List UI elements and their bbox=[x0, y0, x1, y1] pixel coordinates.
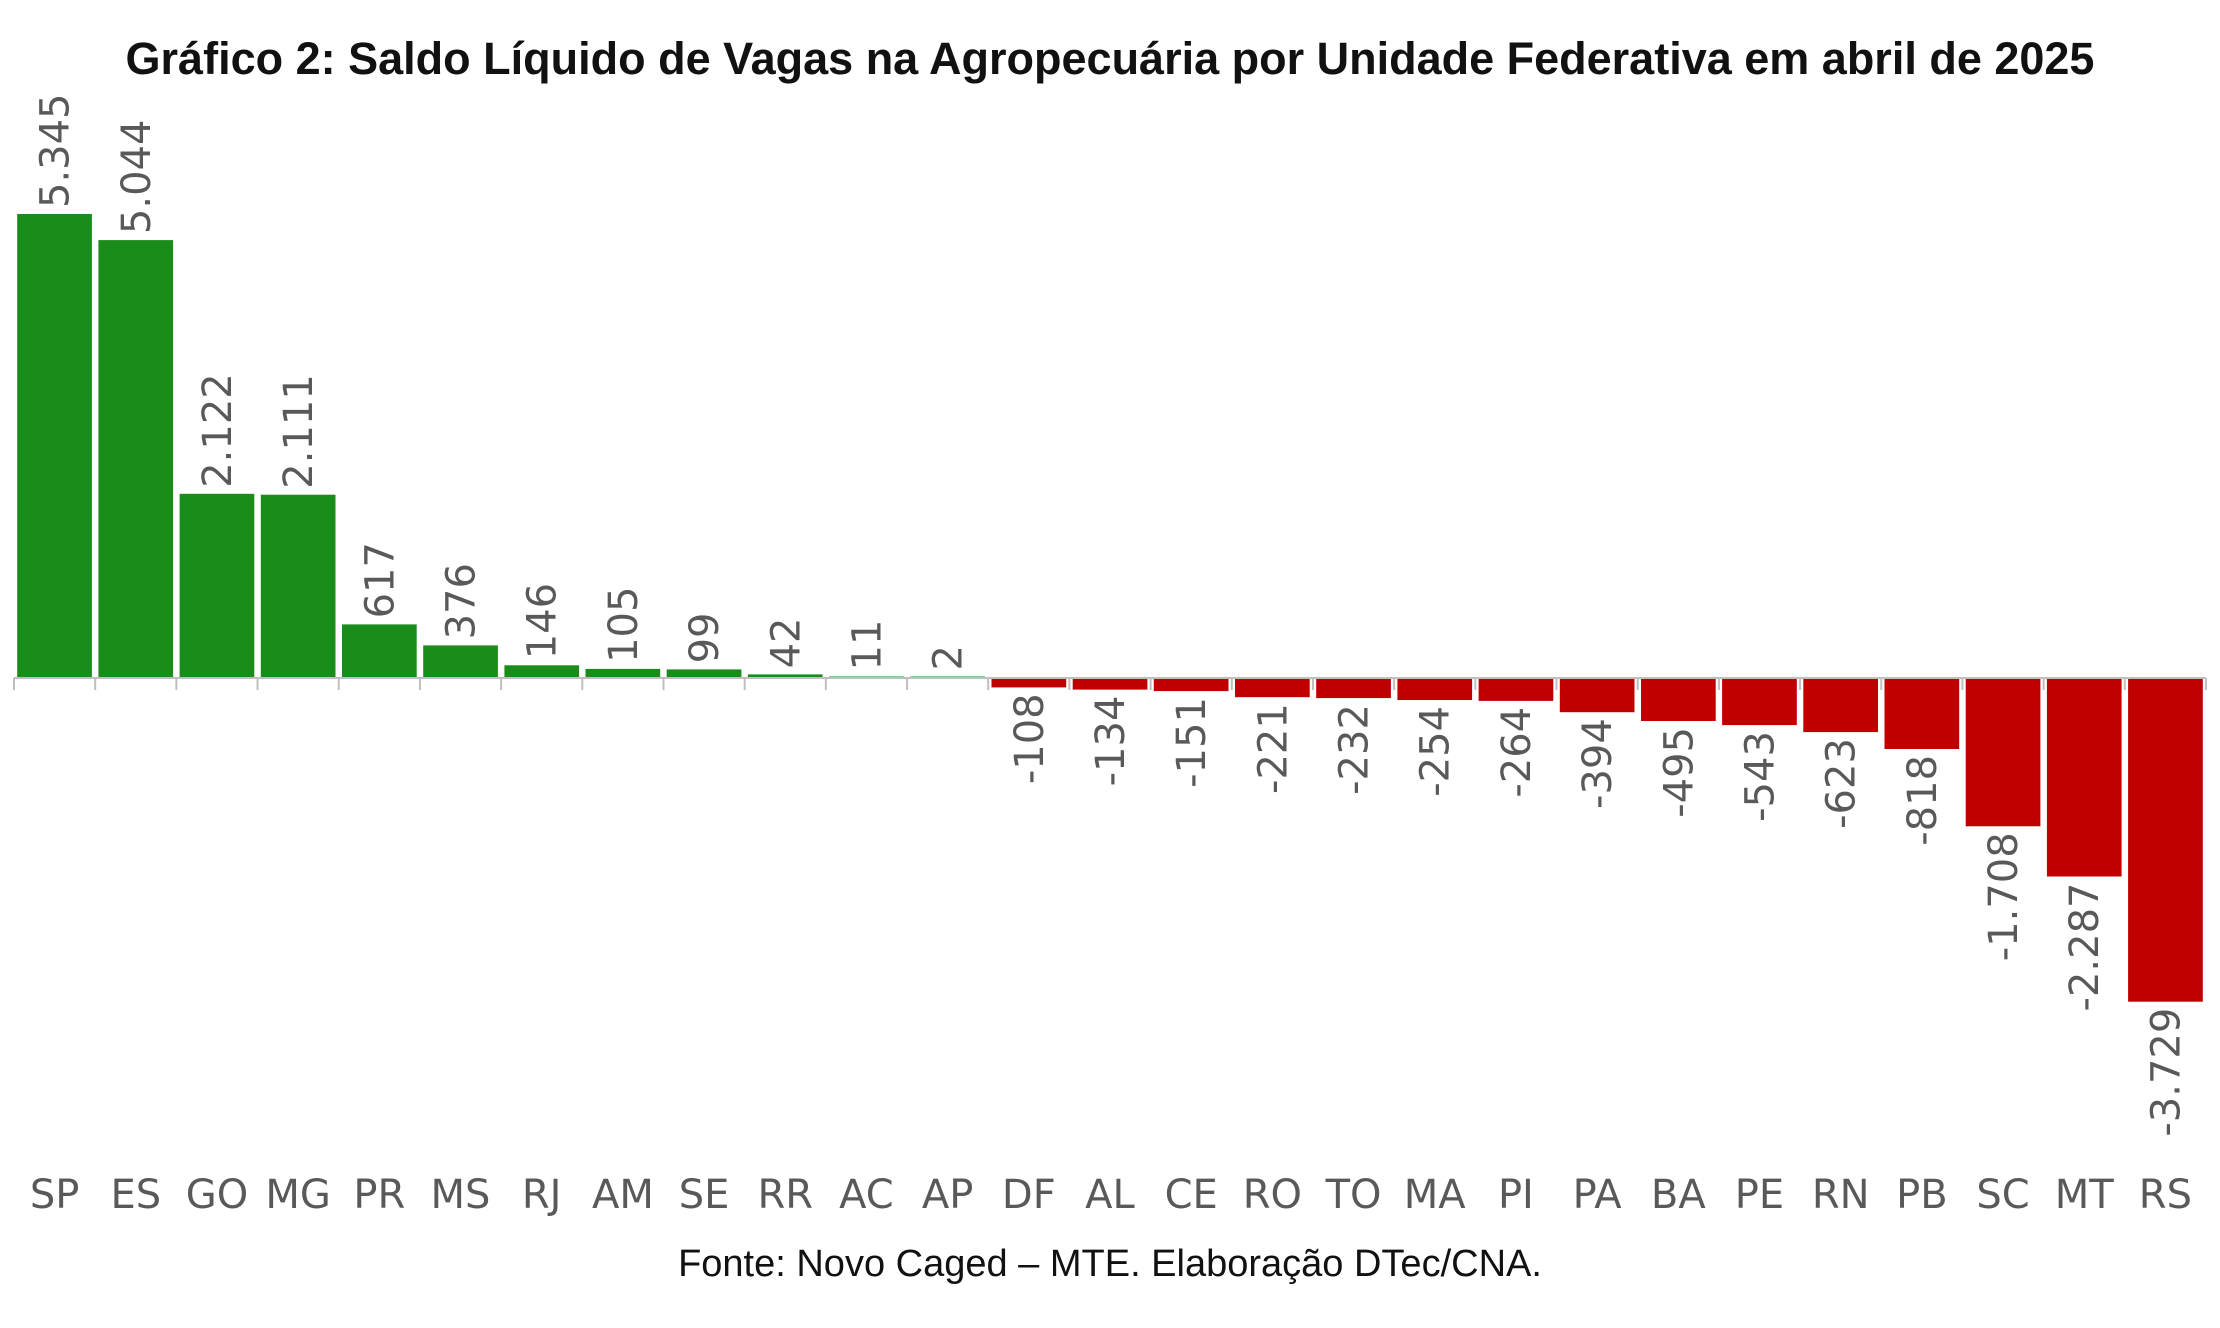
category-label-sc: SC bbox=[1976, 1172, 2029, 1218]
bar-pi bbox=[1478, 678, 1554, 701]
chart-title: Gráfico 2: Saldo Líquido de Vagas na Agr… bbox=[126, 33, 2095, 84]
value-labels-group: 5.345 5.044 2.122 2.111 617 376 146 105 99 42 11 2 -… bbox=[33, 93, 2190, 1136]
category-label-pi: PI bbox=[1498, 1172, 1534, 1218]
bar-pa bbox=[1559, 678, 1635, 713]
bar-se bbox=[666, 669, 742, 678]
bar-ms bbox=[423, 645, 498, 678]
category-label-ap: AP bbox=[922, 1172, 973, 1218]
category-label-rj: RJ bbox=[522, 1172, 562, 1218]
category-label-rr: RR bbox=[758, 1172, 814, 1218]
bar-sc bbox=[1965, 678, 2041, 827]
category-labels-group: SP ES GO MG PR MS RJ AM SE RR AC AP DF AL CE RO TO MA PI PA… bbox=[30, 1172, 2192, 1218]
category-label-pa: PA bbox=[1573, 1172, 1623, 1218]
category-label-mg: MG bbox=[265, 1172, 331, 1218]
bar-rj bbox=[504, 665, 580, 678]
value-label-pe: -543 bbox=[1738, 731, 1784, 822]
bar-to bbox=[1316, 678, 1391, 699]
value-label-pi: -264 bbox=[1494, 707, 1540, 798]
value-label-rn: -623 bbox=[1819, 738, 1865, 829]
category-label-to: TO bbox=[1325, 1172, 1382, 1218]
bar-ro bbox=[1235, 678, 1310, 698]
category-label-al: AL bbox=[1085, 1172, 1135, 1218]
value-label-al: -134 bbox=[1088, 696, 1134, 787]
category-label-es: ES bbox=[110, 1172, 161, 1218]
value-label-ba: -495 bbox=[1656, 727, 1702, 818]
category-label-sp: SP bbox=[30, 1172, 80, 1218]
chart-source: Fonte: Novo Caged – MTE. Elaboração DTec… bbox=[678, 1243, 1542, 1285]
value-label-sc: -1.708 bbox=[1981, 832, 2027, 961]
value-label-es: 5.044 bbox=[114, 120, 160, 235]
value-label-ro: -221 bbox=[1250, 703, 1296, 794]
value-label-rr: 42 bbox=[763, 617, 809, 668]
value-label-pa: -394 bbox=[1575, 718, 1621, 809]
bar-mg bbox=[260, 494, 336, 678]
bar-ma bbox=[1397, 678, 1473, 700]
bar-am bbox=[585, 668, 661, 678]
bar-rs bbox=[2128, 678, 2203, 1002]
value-label-go: 2.122 bbox=[195, 373, 241, 488]
category-label-ma: MA bbox=[1404, 1172, 1467, 1218]
bar-al bbox=[1072, 678, 1148, 690]
bar-ba bbox=[1641, 678, 1716, 721]
bar-df bbox=[991, 678, 1067, 688]
axis-ticks bbox=[13, 678, 2207, 690]
category-label-pb: PB bbox=[1896, 1172, 1948, 1218]
category-label-ba: BA bbox=[1651, 1172, 1706, 1218]
category-label-ac: AC bbox=[839, 1172, 894, 1218]
bar-ce bbox=[1153, 678, 1229, 692]
category-label-pe: PE bbox=[1735, 1172, 1784, 1218]
value-label-pb: -818 bbox=[1900, 755, 1946, 846]
bar-rn bbox=[1803, 678, 1878, 733]
bar-es bbox=[98, 240, 174, 678]
value-label-ce: -151 bbox=[1169, 697, 1215, 788]
value-label-pr: 617 bbox=[357, 542, 403, 618]
value-label-rs: -3.729 bbox=[2143, 1008, 2189, 1137]
bar-pb bbox=[1884, 678, 1960, 749]
category-label-mt: MT bbox=[2055, 1172, 2115, 1218]
value-label-am: 105 bbox=[601, 587, 647, 663]
value-label-to: -232 bbox=[1332, 704, 1378, 795]
category-label-rs: RS bbox=[2139, 1172, 2192, 1218]
value-label-mt: -2.287 bbox=[2062, 883, 2108, 1012]
category-label-ro: RO bbox=[1243, 1172, 1302, 1218]
category-label-ce: CE bbox=[1165, 1172, 1218, 1218]
bar-rr bbox=[747, 674, 823, 678]
bar-pe bbox=[1722, 678, 1797, 726]
category-label-df: DF bbox=[1002, 1172, 1056, 1218]
bar-pr bbox=[342, 624, 417, 678]
category-label-pr: PR bbox=[353, 1172, 405, 1218]
value-label-ac: 11 bbox=[844, 620, 890, 671]
category-label-rn: RN bbox=[1812, 1172, 1870, 1218]
bars-group bbox=[17, 214, 2203, 1002]
value-label-ap: 2 bbox=[926, 645, 972, 670]
bar-mt bbox=[2046, 678, 2122, 877]
value-label-rj: 146 bbox=[520, 583, 566, 659]
value-label-ms: 376 bbox=[439, 563, 485, 639]
value-label-sp: 5.345 bbox=[33, 93, 79, 208]
bar-sp bbox=[17, 214, 92, 678]
value-label-se: 99 bbox=[682, 612, 728, 663]
category-label-se: SE bbox=[679, 1172, 730, 1218]
bar-go bbox=[179, 493, 255, 678]
category-label-go: GO bbox=[186, 1172, 248, 1218]
category-label-am: AM bbox=[592, 1172, 654, 1218]
category-label-ms: MS bbox=[431, 1172, 491, 1218]
value-label-ma: -254 bbox=[1413, 706, 1459, 797]
value-label-mg: 2.111 bbox=[276, 374, 322, 489]
value-label-df: -108 bbox=[1007, 693, 1053, 784]
